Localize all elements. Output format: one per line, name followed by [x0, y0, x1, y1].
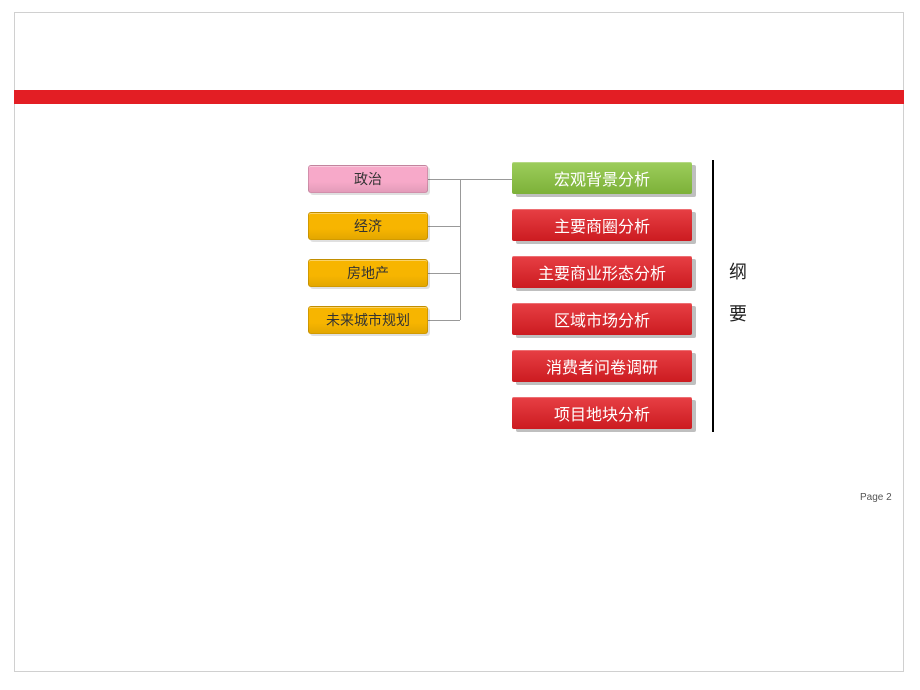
side-label-char-2: 要 — [726, 300, 750, 326]
right-item: 宏观背景分析 — [512, 162, 692, 194]
right-item: 区域市场分析 — [512, 303, 692, 335]
right-item: 主要商圈分析 — [512, 209, 692, 241]
slide-frame — [14, 12, 904, 672]
right-item-label: 区域市场分析 — [554, 307, 650, 331]
side-divider-line — [712, 160, 714, 432]
connector-segment — [428, 273, 460, 274]
left-item-label: 房地产 — [347, 263, 389, 283]
left-item: 未来城市规划 — [308, 306, 428, 334]
right-item-label: 项目地块分析 — [554, 401, 650, 425]
left-item-label: 政治 — [354, 169, 382, 189]
left-item: 经济 — [308, 212, 428, 240]
left-item: 政治 — [308, 165, 428, 193]
connector-segment — [428, 179, 460, 180]
right-item: 项目地块分析 — [512, 397, 692, 429]
connector-segment — [460, 179, 461, 320]
side-label-char-1: 纲 — [726, 258, 750, 284]
connector-segment — [428, 320, 460, 321]
left-item-label: 经济 — [354, 216, 382, 236]
right-item-label: 主要商业形态分析 — [538, 260, 666, 284]
right-item: 消费者问卷调研 — [512, 350, 692, 382]
header-bar — [14, 90, 904, 104]
page-number: Page 2 — [860, 492, 892, 503]
left-item-label: 未来城市规划 — [326, 310, 410, 330]
right-item-label: 宏观背景分析 — [554, 166, 650, 190]
connector-segment — [460, 179, 512, 180]
right-item-label: 消费者问卷调研 — [546, 354, 658, 378]
right-item: 主要商业形态分析 — [512, 256, 692, 288]
right-item-label: 主要商圈分析 — [554, 213, 650, 237]
left-item: 房地产 — [308, 259, 428, 287]
connector-segment — [428, 226, 460, 227]
